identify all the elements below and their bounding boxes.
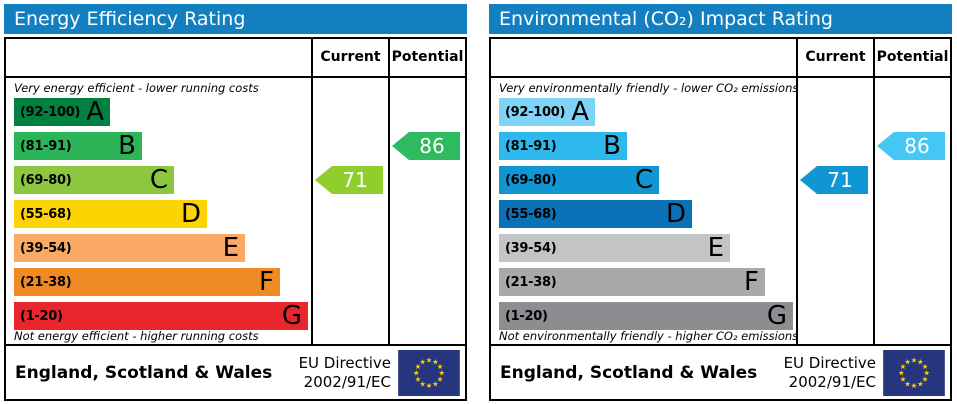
rating-panel: Energy Efficiency Rating Current Potenti… — [4, 4, 467, 404]
band-range-label: (55-68) — [505, 206, 557, 222]
bottom-note: Not environmentally friendly - higher CO… — [499, 329, 799, 343]
table-header-row: Current Potential — [6, 39, 465, 78]
potential-column-header: Potential — [876, 49, 949, 65]
potential-rating-arrow: 86 — [877, 132, 945, 160]
band-range-label: (92-100) — [20, 104, 81, 120]
band-bar: (1-20) G — [499, 302, 793, 330]
band-range-label: (92-100) — [505, 104, 566, 120]
panel-title: Environmental (CO₂) Impact Rating — [489, 4, 952, 34]
potential-rating-arrow: 86 — [392, 132, 460, 160]
bands-area: Very energy efficient - lower running co… — [6, 78, 465, 346]
band-letter: F — [259, 267, 274, 297]
band-range-label: (21-38) — [20, 274, 72, 290]
column-divider — [796, 39, 798, 346]
band-letter: E — [707, 233, 724, 263]
rating-table: Current Potential Very energy efficient … — [4, 37, 467, 401]
band-bar: (55-68) D — [499, 200, 692, 228]
band-bar: (39-54) E — [499, 234, 730, 262]
table-header-row: Current Potential — [491, 39, 950, 78]
band-bar: (39-54) E — [14, 234, 245, 262]
band-bar: (69-80) C — [499, 166, 659, 194]
band-bar: (55-68) D — [14, 200, 207, 228]
band-letter: A — [86, 97, 104, 127]
band-letter: C — [149, 165, 168, 195]
top-note: Very energy efficient - lower running co… — [14, 81, 259, 95]
band-letter: F — [744, 267, 759, 297]
current-rating-arrow: 71 — [315, 166, 383, 194]
current-column-header: Current — [805, 49, 866, 65]
band-list: (92-100) A (81-91) B (69-80) C (55-68) D (39-54)… — [14, 98, 308, 336]
band-letter: D — [665, 199, 686, 229]
band-bar: (81-91) B — [14, 132, 142, 160]
eu-flag-icon — [883, 349, 945, 396]
region-label: England, Scotland & Wales — [500, 362, 758, 383]
band-range-label: (81-91) — [20, 138, 72, 154]
bands-area: Very environmentally friendly - lower CO… — [491, 78, 950, 346]
band-range-label: (69-80) — [20, 172, 72, 188]
band-letter: B — [603, 131, 621, 161]
band-bar: (21-38) F — [14, 268, 280, 296]
current-column-header: Current — [320, 49, 381, 65]
band-range-label: (55-68) — [20, 206, 72, 222]
rating-table: Current Potential Very environmentally f… — [489, 37, 952, 401]
band-letter: B — [118, 131, 136, 161]
column-divider — [873, 39, 875, 346]
band-letter: C — [634, 165, 653, 195]
band-range-label: (1-20) — [505, 308, 548, 324]
band-letter: G — [281, 301, 302, 331]
band-bar: (81-91) B — [499, 132, 627, 160]
band-range-label: (39-54) — [505, 240, 557, 256]
band-bar: (1-20) G — [14, 302, 308, 330]
band-letter: G — [766, 301, 787, 331]
band-bar: (21-38) F — [499, 268, 765, 296]
potential-column-header: Potential — [391, 49, 464, 65]
band-range-label: (69-80) — [505, 172, 557, 188]
band-letter: A — [571, 97, 589, 127]
column-divider — [311, 39, 313, 346]
column-divider — [388, 39, 390, 346]
band-range-label: (21-38) — [505, 274, 557, 290]
band-range-label: (1-20) — [20, 308, 63, 324]
rating-panel: Environmental (CO₂) Impact Rating Curren… — [489, 4, 952, 404]
band-letter: E — [222, 233, 239, 263]
current-rating-arrow: 71 — [800, 166, 868, 194]
eu-flag-icon — [398, 349, 460, 396]
top-note: Very environmentally friendly - lower CO… — [499, 81, 799, 95]
bottom-note: Not energy efficient - higher running co… — [14, 329, 259, 343]
band-range-label: (81-91) — [505, 138, 557, 154]
panel-footer: England, Scotland & Wales EU Directive 2… — [491, 344, 950, 399]
band-range-label: (39-54) — [20, 240, 72, 256]
region-label: England, Scotland & Wales — [15, 362, 273, 383]
band-bar: (92-100) A — [14, 98, 110, 126]
eu-directive-label: EU Directive 2002/91/EC — [298, 353, 391, 391]
panel-footer: England, Scotland & Wales EU Directive 2… — [6, 344, 465, 399]
eu-directive-label: EU Directive 2002/91/EC — [783, 353, 876, 391]
band-bar: (69-80) C — [14, 166, 174, 194]
band-letter: D — [180, 199, 201, 229]
band-list: (92-100) A (81-91) B (69-80) C (55-68) D (39-54)… — [499, 98, 793, 336]
panel-title: Energy Efficiency Rating — [4, 4, 467, 34]
band-bar: (92-100) A — [499, 98, 595, 126]
